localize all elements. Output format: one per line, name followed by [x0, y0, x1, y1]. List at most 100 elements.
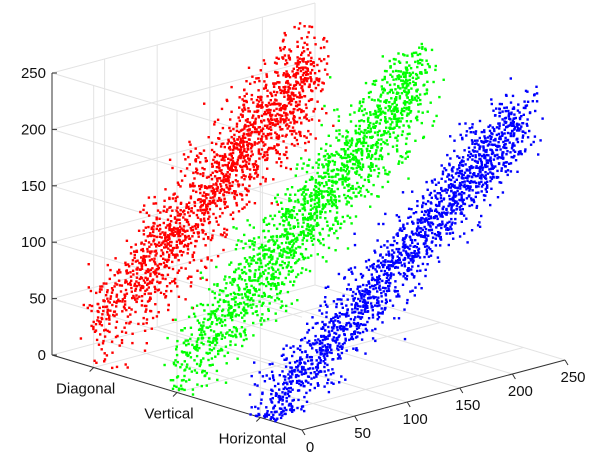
scatter-point	[454, 172, 458, 175]
scatter-point	[271, 267, 275, 270]
scatter-point	[203, 369, 206, 373]
scatter-point	[411, 55, 414, 58]
scatter-point	[273, 384, 277, 388]
scatter-point	[191, 228, 195, 232]
scatter-point	[260, 282, 263, 285]
scatter-point	[380, 111, 383, 115]
scatter-point	[362, 184, 365, 188]
scatter-point	[145, 211, 148, 214]
scatter-point	[288, 56, 291, 60]
scatter-point	[319, 361, 322, 364]
scatter-point	[317, 371, 321, 374]
scatter-point	[354, 171, 357, 174]
scatter-point	[316, 171, 319, 175]
scatter-point	[379, 312, 382, 315]
scatter-point	[201, 166, 204, 170]
scatter-point	[316, 100, 319, 103]
scatter-point	[126, 263, 130, 266]
scatter-point	[223, 156, 226, 159]
scatter-point	[325, 62, 329, 65]
scatter-point	[250, 374, 253, 378]
scatter-point	[260, 96, 263, 99]
scatter-point	[184, 339, 187, 342]
scatter-point	[288, 100, 292, 103]
scatter-point	[115, 305, 118, 308]
scatter-point	[258, 371, 261, 374]
scatter-point	[239, 155, 243, 159]
scatter-point	[219, 188, 222, 192]
scatter-point	[415, 90, 418, 93]
scatter-point	[251, 256, 254, 260]
scatter-point	[318, 69, 321, 73]
scatter-point	[263, 294, 267, 297]
scatter-point	[347, 172, 350, 175]
scatter-point	[466, 175, 469, 178]
scatter-point	[440, 188, 443, 191]
scatter-point	[395, 214, 398, 217]
scatter-point	[507, 109, 510, 113]
scatter-point	[272, 90, 276, 93]
scatter-point	[289, 167, 292, 171]
scatter-point	[384, 169, 387, 172]
scatter-point	[429, 207, 432, 211]
scatter-point	[130, 286, 133, 290]
scatter-point	[150, 327, 153, 330]
scatter-point	[470, 139, 474, 142]
scatter-point	[329, 199, 332, 202]
grid-lines	[51, 2, 566, 431]
scatter-point	[126, 366, 129, 369]
scatter-point	[212, 310, 215, 313]
scatter-point	[190, 275, 193, 278]
scatter-point	[326, 354, 329, 358]
scatter-point	[233, 190, 236, 193]
scatter-point	[242, 133, 246, 136]
scatter-point	[244, 312, 247, 315]
scatter-point	[296, 59, 300, 62]
scatter-point	[245, 150, 248, 153]
scatter-point	[414, 98, 417, 101]
scatter-point	[490, 164, 494, 167]
scatter-point	[270, 92, 273, 96]
scatter-point	[244, 187, 247, 190]
scatter-point	[168, 206, 171, 209]
scatter-point	[358, 292, 362, 295]
scatter-point	[233, 277, 236, 281]
scatter-point	[438, 224, 441, 227]
scatter-point	[223, 336, 227, 339]
scatter-point	[329, 210, 332, 213]
scatter-point	[295, 65, 299, 68]
scatter-point	[184, 218, 187, 221]
scatter-point	[386, 81, 389, 84]
scatter-point	[408, 78, 411, 82]
scatter-point	[411, 233, 415, 236]
scatter-point	[460, 196, 463, 199]
scatter-point	[316, 253, 319, 256]
scatter-point	[180, 266, 183, 270]
scatter-point	[162, 253, 165, 256]
scatter-point	[268, 247, 271, 250]
scatter-point	[247, 289, 250, 292]
scatter-point	[313, 202, 317, 206]
scatter-point	[231, 151, 235, 155]
scatter-point	[169, 214, 172, 218]
scatter-point	[218, 321, 222, 325]
scatter-point	[298, 57, 301, 60]
scatter-point	[376, 133, 379, 137]
scatter-point	[474, 139, 477, 142]
scatter-point	[370, 144, 373, 148]
scatter-point	[228, 145, 231, 149]
scatter-point	[300, 358, 304, 361]
scatter-point	[298, 133, 302, 136]
scatter-point	[309, 218, 312, 221]
scatter-point	[461, 200, 464, 203]
scatter-point	[461, 156, 465, 159]
scatter-point	[366, 118, 370, 121]
scatter-point	[463, 183, 466, 186]
scatter-point	[269, 121, 272, 124]
scatter-point	[265, 83, 268, 87]
scatter-point	[303, 80, 306, 83]
scatter-point	[157, 311, 160, 314]
scatter-point	[138, 284, 141, 287]
scatter-point	[278, 153, 281, 156]
scatter-point	[324, 217, 327, 220]
